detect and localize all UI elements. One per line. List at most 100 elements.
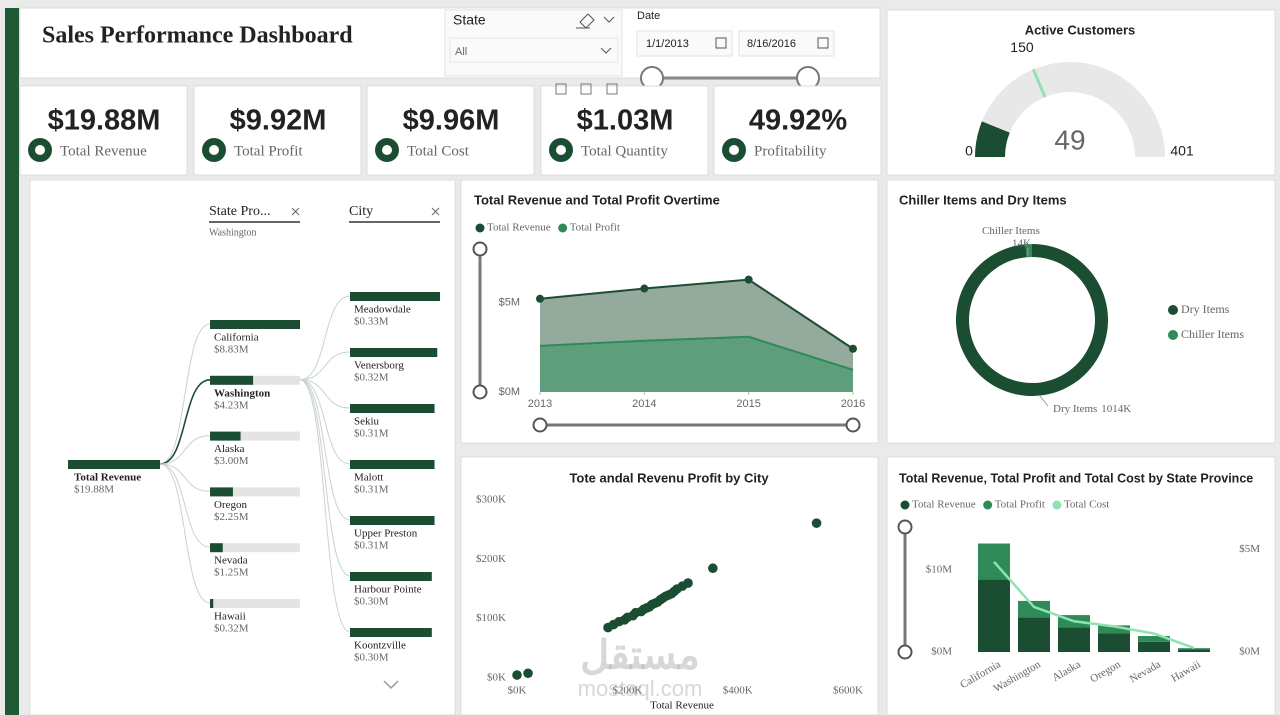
tree-bar[interactable] <box>350 460 435 469</box>
bar-segment[interactable] <box>1058 627 1090 652</box>
calendar-icon[interactable] <box>715 37 727 49</box>
dropdown-chevron[interactable] <box>600 47 612 54</box>
bar-segment[interactable] <box>1178 649 1210 652</box>
gauge-track <box>975 62 1165 157</box>
y-tick-label: $5M <box>499 297 520 309</box>
tree-bar[interactable] <box>210 431 241 441</box>
gauge-max: 401 <box>1170 143 1194 159</box>
bar-segment[interactable] <box>1018 617 1050 652</box>
tree-bar[interactable] <box>210 599 214 608</box>
zoom-handle[interactable] <box>472 384 488 400</box>
tree-bar-track <box>210 599 300 608</box>
tree-bar[interactable] <box>210 320 300 329</box>
legend-marker <box>900 500 910 510</box>
area-panel <box>460 179 879 444</box>
tree-node-value: $0.31M <box>354 484 389 496</box>
visual-header-icon[interactable] <box>555 83 567 95</box>
tree-connector <box>159 463 211 492</box>
slicer-value: All <box>455 46 467 58</box>
tree-bar[interactable] <box>210 487 233 497</box>
tree-bar-track <box>210 543 300 553</box>
watermark: mostaql.com <box>578 676 703 701</box>
tree-node-value: $8.83M <box>214 344 249 356</box>
tree-level-selection: Washington <box>209 227 257 238</box>
x-tick-label: 2013 <box>528 398 552 410</box>
tree-node-name: California <box>214 332 259 344</box>
bar-segment[interactable] <box>1018 600 1050 618</box>
tree-node-name: Sekiu <box>354 416 380 428</box>
scatter-point[interactable] <box>523 668 533 679</box>
slicer-dropdown[interactable] <box>449 37 619 63</box>
y-tick-label: $100K <box>476 612 506 624</box>
bar-segment[interactable] <box>978 579 1010 652</box>
legend-marker <box>1168 305 1178 315</box>
tree-node-value: $4.23M <box>214 399 249 411</box>
scatter-point[interactable] <box>811 518 822 528</box>
bar-segment[interactable] <box>1138 636 1170 642</box>
eraser-icon[interactable] <box>576 13 595 29</box>
kpi-value: $19.88M <box>48 105 161 137</box>
kpi-card <box>366 85 535 176</box>
zoom-handle[interactable] <box>472 241 488 257</box>
tree-bar[interactable] <box>350 404 435 413</box>
legend-marker <box>1052 500 1062 510</box>
zoom-handle[interactable] <box>897 519 913 535</box>
area-fill <box>540 336 853 392</box>
y-tick-label: $0M <box>499 386 520 398</box>
data-label-value: 1014K <box>1101 403 1131 415</box>
y-tick-label: $300K <box>476 494 506 506</box>
calendar-icon[interactable] <box>817 37 829 49</box>
watermark: مستقل <box>580 634 700 678</box>
bar-segment[interactable] <box>1138 641 1170 652</box>
legend-label: Total Revenue <box>912 499 976 511</box>
tree-bar[interactable] <box>350 628 432 637</box>
tree-scroll-chevron[interactable] <box>383 680 399 690</box>
tree-bar[interactable] <box>350 348 438 357</box>
legend-label: Total Cost <box>1064 499 1109 511</box>
gauge-target <box>1032 68 1047 98</box>
tree-node-value: $0.32M <box>354 372 389 384</box>
visual-header-icon[interactable] <box>606 83 618 95</box>
tree-bar-track <box>210 375 300 385</box>
tree-bar[interactable] <box>210 375 254 385</box>
date-start: 1/1/2013 <box>646 38 689 50</box>
y2-tick-label: $5M <box>1239 543 1260 555</box>
y-tick-label: $10M <box>926 564 953 576</box>
donut-slice[interactable] <box>1025 244 1032 258</box>
scatter-point[interactable] <box>512 670 522 680</box>
visual-header-icon[interactable] <box>580 83 592 95</box>
tree-node-value: $2.25M <box>214 511 249 523</box>
tree-connector <box>299 379 351 409</box>
tree-remove-level[interactable] <box>431 207 440 216</box>
scatter-point[interactable] <box>683 578 693 588</box>
tree-node-value: $0.30M <box>354 652 389 664</box>
collapse-icon[interactable] <box>603 16 615 23</box>
zoom-handle[interactable] <box>845 417 861 433</box>
side-bar <box>5 8 19 715</box>
tree-bar[interactable] <box>350 292 440 301</box>
tree-remove-level[interactable] <box>291 207 300 216</box>
kpi-icon-detail <box>35 145 45 155</box>
bar-segment[interactable] <box>1098 633 1130 652</box>
tree-level-header: State Pro... <box>209 204 270 219</box>
state-slicer[interactable]: State All <box>444 9 623 77</box>
date-end: 8/16/2016 <box>747 38 796 50</box>
tree-bar[interactable] <box>210 543 223 553</box>
kpi-card <box>713 85 882 176</box>
area-line <box>539 335 854 371</box>
tree-node-name: Oregon <box>214 499 247 511</box>
kpi-label: Total Profit <box>234 143 303 159</box>
zoom-handle[interactable] <box>532 417 548 433</box>
x-tick-label: 2015 <box>736 398 760 410</box>
tree-bar[interactable] <box>350 516 435 525</box>
bar-segment[interactable] <box>1098 625 1130 634</box>
scatter-point[interactable] <box>708 563 718 574</box>
kpi-icon-detail <box>729 145 739 155</box>
zoom-handle[interactable] <box>897 644 913 660</box>
tree-bar[interactable] <box>350 572 432 581</box>
kpi-icon-detail <box>556 145 566 155</box>
bar-segment[interactable] <box>1178 648 1210 650</box>
tree-node-name: Meadowdale <box>354 304 411 316</box>
area-line <box>539 278 854 350</box>
